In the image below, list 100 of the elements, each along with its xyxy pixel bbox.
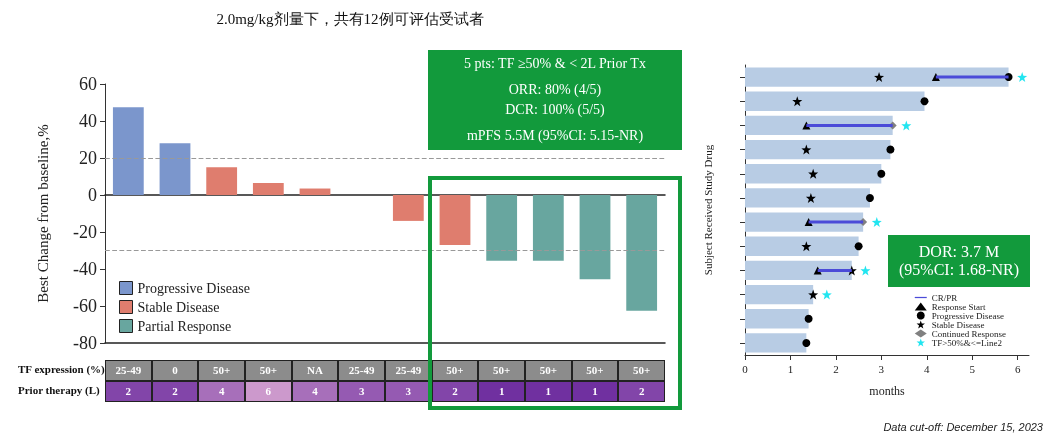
- bar: [532, 195, 564, 261]
- chart-title: 2.0mg/kg剂量下，共有12例可评估受试者: [216, 10, 484, 27]
- y-tick-label: -60: [73, 296, 97, 316]
- point: [865, 193, 874, 202]
- bar: [745, 284, 814, 305]
- point: [802, 338, 811, 347]
- legend-label: Progressive Disease: [931, 310, 1004, 321]
- data-label: 3: [338, 381, 385, 402]
- x-tick-label: 2: [833, 362, 839, 375]
- point: [854, 242, 863, 251]
- x-tick-label: 1: [787, 362, 794, 375]
- bar: [745, 212, 864, 232]
- bar: [745, 139, 891, 160]
- data-label: 4: [198, 381, 245, 402]
- bar: [935, 75, 1009, 79]
- bar: [806, 123, 893, 127]
- data-label: 2: [105, 381, 152, 402]
- legend-label: Stable Disease: [931, 319, 985, 330]
- callout-box: DOR: 3.7 M (95%CI: 1.68-NR): [888, 235, 1030, 287]
- text: 50+: [259, 364, 277, 376]
- x-tick-label: 3: [878, 362, 885, 375]
- data-label: 1: [525, 381, 572, 402]
- x-tick-label: 0: [742, 362, 749, 375]
- bar: [579, 195, 611, 280]
- y-tick-label: 60: [79, 74, 97, 94]
- y-tick-label: 20: [79, 148, 97, 168]
- legend-label: Stable Disease: [137, 299, 220, 315]
- point: [860, 265, 871, 276]
- x-tick-label: 6: [1014, 362, 1021, 375]
- y-axis-title: Best Change from baseline,%: [34, 124, 51, 303]
- bar: [745, 309, 809, 329]
- data-label: 1: [478, 381, 525, 402]
- bar: [439, 195, 471, 245]
- legend-label: Partial Response: [137, 318, 232, 334]
- bar: [206, 167, 238, 195]
- point: [871, 217, 882, 228]
- text: 50+: [633, 364, 651, 376]
- x-tick-label: 4: [924, 362, 931, 375]
- bar: [745, 91, 925, 111]
- y-axis-title: Subject Received Study Drug: [701, 144, 714, 276]
- data-label: 3: [385, 381, 432, 402]
- text: 50+: [539, 364, 557, 376]
- bar: [626, 195, 658, 311]
- bar: [486, 195, 518, 261]
- data-label: 2: [151, 381, 199, 402]
- bar: [745, 67, 1009, 87]
- point: [792, 96, 803, 107]
- bar: [392, 195, 424, 221]
- text: Data cut-off: December 15, 2023: [883, 421, 1043, 433]
- bar: [817, 268, 852, 272]
- point: [808, 289, 819, 300]
- y-tick-label: TF expression (%): [18, 363, 105, 375]
- text: 50+: [586, 364, 604, 376]
- y-tick-label: 40: [79, 111, 97, 131]
- annotation: (95%CI: 1.68-NR): [898, 261, 1020, 279]
- text: 50+: [446, 364, 464, 376]
- bar: [745, 164, 882, 184]
- y-tick-label: -40: [73, 259, 97, 279]
- point: [821, 289, 832, 300]
- point: [804, 314, 813, 323]
- bar: [808, 220, 864, 224]
- text: 25-49: [395, 364, 422, 376]
- annotation: DOR: 3.7 M: [917, 243, 1001, 261]
- data-label: 2: [618, 381, 665, 402]
- x-tick-label: 5: [969, 362, 976, 375]
- text: NA: [307, 364, 323, 376]
- data-label: 2: [431, 381, 479, 402]
- point: [805, 192, 816, 203]
- legend-label: Response Start: [931, 301, 986, 312]
- annotation: DCR: 100% (5/5): [504, 102, 606, 118]
- bar: [159, 143, 191, 195]
- bar: [745, 333, 807, 353]
- data-label: 4: [291, 381, 339, 402]
- bar: [112, 107, 144, 195]
- point: [808, 168, 819, 179]
- y-tick-label: -20: [73, 222, 97, 242]
- y-tick-label: -80: [73, 333, 97, 353]
- point: [1017, 72, 1028, 83]
- annotation: ORR: 80% (4/5): [507, 82, 603, 98]
- point: [874, 72, 885, 83]
- data-label: 1: [571, 381, 619, 402]
- bar: [745, 260, 852, 281]
- bar: [745, 115, 893, 136]
- point: [920, 97, 929, 106]
- text: 50+: [213, 364, 231, 376]
- point: [801, 144, 812, 155]
- bar: [299, 188, 331, 195]
- legend-label: TF>50%&<=Line2: [931, 337, 1002, 348]
- text: 25-49: [115, 364, 142, 376]
- point: [901, 120, 912, 131]
- bar: [252, 182, 284, 195]
- point: [877, 169, 886, 178]
- legend-label: Continued Response: [931, 328, 1007, 339]
- bar: [745, 188, 870, 208]
- legend-label: Progressive Disease: [137, 280, 250, 296]
- point: [886, 145, 895, 154]
- text: 50+: [493, 364, 511, 376]
- text: 25-49: [348, 364, 375, 376]
- data-label: 6: [245, 381, 292, 402]
- annotation: mPFS 5.5M (95%CI: 5.15-NR): [465, 128, 645, 144]
